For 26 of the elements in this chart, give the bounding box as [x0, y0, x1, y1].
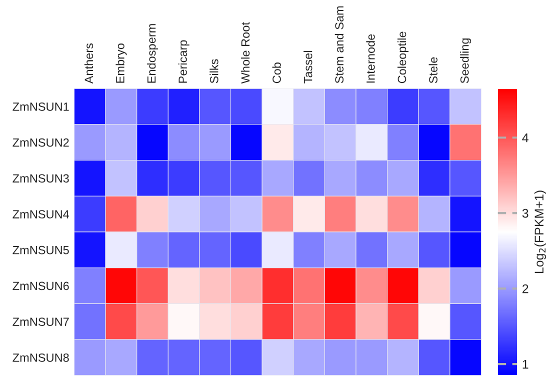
y-tick-label: ZmNSUN4 — [12, 210, 70, 218]
x-tick-label: Pericarp — [178, 40, 190, 83]
x-tick-label: Stele — [428, 57, 438, 84]
y-tick-label: ZmNSUN8 — [12, 353, 69, 362]
x-tick-label: Stem and Sam — [334, 6, 344, 84]
x-tick-label: Anthers — [84, 43, 94, 84]
x-tick-label: Embryo — [116, 44, 127, 83]
y-tick-label: ZmNSUN3 — [12, 174, 69, 183]
color-bar-title: Log$_{2}$(FPKM+1) — [534, 190, 546, 274]
y-tick-label: ZmNSUN1 — [12, 102, 69, 111]
y-tick-label: ZmNSUN7 — [12, 318, 69, 326]
y-tick-label: ZmNSUN6 — [12, 282, 69, 290]
x-tick-label: Whole Root — [240, 22, 250, 84]
y-tick-label: ZmNSUN5 — [12, 246, 69, 254]
color-bar-label: 2 — [522, 284, 528, 294]
x-tick-label: Endosperm — [147, 24, 158, 83]
x-tick-label: Tassel — [304, 51, 312, 84]
x-tick-label: Seedling — [460, 38, 472, 84]
color-bar-label: 1 — [522, 360, 528, 369]
y-tick-label: ZmNSUN2 — [12, 138, 69, 147]
color-bar-label: 4 — [522, 134, 528, 142]
x-tick-label: Silks — [210, 59, 218, 84]
x-tick-label: Internode — [366, 34, 375, 83]
x-tick-label: Cob — [272, 62, 281, 84]
x-tick-label: Coleoptile — [397, 32, 408, 84]
color-bar-label: 3 — [522, 208, 528, 218]
